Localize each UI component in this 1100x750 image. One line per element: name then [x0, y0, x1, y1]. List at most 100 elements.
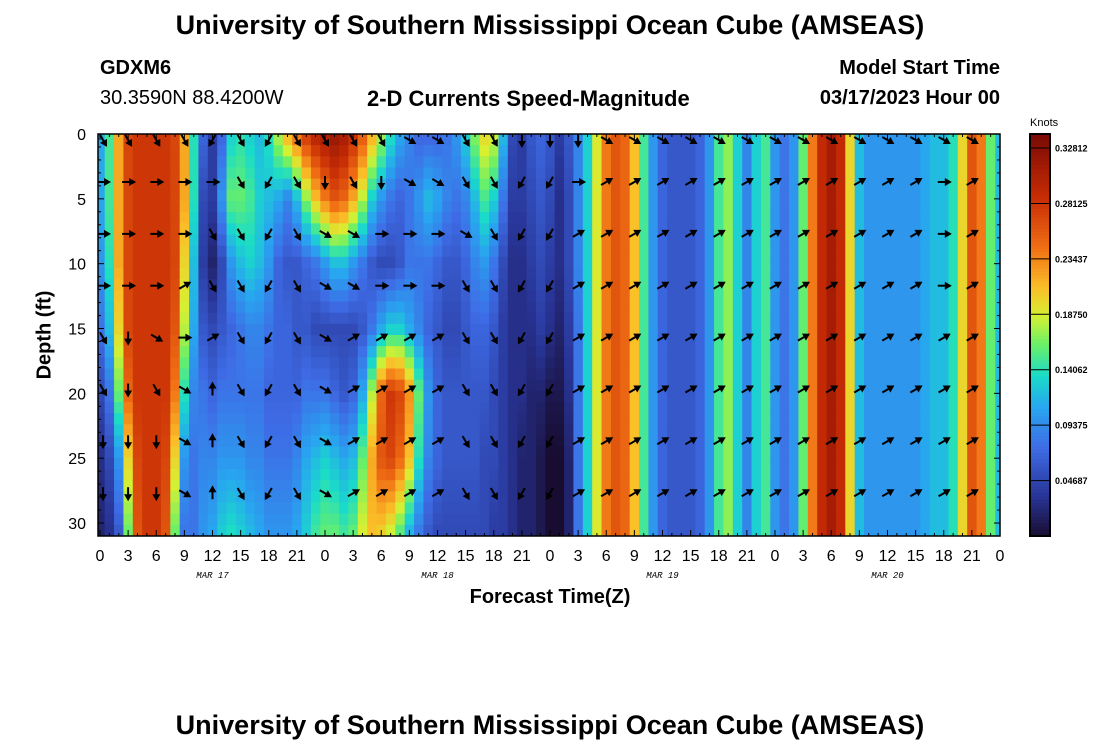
speed-cell [995, 301, 1000, 314]
speed-cell [995, 469, 1000, 481]
speed-cell [648, 201, 659, 213]
speed-cell [723, 201, 734, 213]
colorbar-band [1030, 271, 1050, 276]
speed-cell [723, 435, 734, 448]
speed-cell [554, 301, 565, 314]
speed-cell [995, 245, 1000, 258]
speed-cell [779, 212, 790, 224]
speed-cell [751, 346, 762, 358]
speed-cell [357, 134, 368, 146]
speed-cell [498, 201, 509, 213]
speed-cell [629, 335, 640, 347]
speed-cell [704, 268, 715, 280]
speed-cell [854, 223, 865, 236]
speed-cell [217, 435, 228, 448]
current-arrow [909, 229, 923, 238]
speed-cell [310, 457, 321, 470]
speed-cell [98, 357, 106, 370]
speed-cell [170, 413, 181, 425]
speed-cell [198, 189, 209, 202]
speed-cell [554, 390, 565, 403]
speed-cell [554, 402, 565, 414]
speed-cell [751, 469, 762, 481]
speed-cell [451, 469, 462, 481]
speed-cell [892, 268, 903, 280]
speed-cell [479, 156, 490, 169]
speed-cell [760, 201, 771, 213]
speed-cell [845, 256, 856, 269]
speed-cell [545, 201, 556, 213]
speed-cell [714, 457, 725, 470]
speed-cell [132, 402, 143, 414]
speed-cell [957, 189, 968, 202]
speed-cell [320, 201, 331, 213]
speed-cell [957, 268, 968, 280]
speed-cell [329, 346, 340, 358]
speed-cell [601, 424, 612, 437]
speed-cell [995, 156, 1000, 169]
speed-cell [545, 413, 556, 425]
speed-cell [217, 323, 228, 336]
speed-cell [948, 368, 959, 381]
speed-cell [751, 134, 762, 146]
speed-cell [385, 290, 396, 303]
speed-cell [245, 189, 256, 202]
speed-cell [170, 312, 181, 325]
speed-cell [460, 513, 471, 526]
speed-cell [676, 268, 687, 280]
speed-cell [376, 469, 387, 481]
speed-cell [414, 290, 425, 303]
speed-cell [339, 156, 350, 169]
speed-cell [442, 156, 453, 169]
speed-cell [170, 368, 181, 381]
current-arrow [99, 331, 107, 345]
speed-cell [479, 212, 490, 224]
speed-cell [582, 134, 593, 146]
speed-cell [629, 201, 640, 213]
speed-cell [892, 279, 903, 291]
speed-cell [151, 379, 162, 392]
speed-cell [882, 234, 893, 247]
speed-cell [207, 256, 218, 269]
speed-cell [301, 524, 312, 536]
speed-cell [873, 346, 884, 358]
speed-cell [554, 346, 565, 358]
speed-cell [620, 178, 631, 191]
speed-cell [348, 446, 359, 459]
speed-cell [160, 346, 171, 358]
speed-cell [414, 502, 425, 515]
speed-cell [207, 513, 218, 526]
speed-cell [985, 402, 996, 414]
y-tick-label: 25 [68, 451, 86, 468]
speed-cell [507, 513, 518, 526]
speed-cell [451, 167, 462, 180]
speed-cell [929, 379, 940, 392]
speed-cell [114, 145, 125, 157]
speed-cell [460, 268, 471, 280]
speed-cell [667, 234, 678, 247]
colorbar-band [1030, 224, 1050, 229]
speed-cell [845, 167, 856, 180]
speed-cell [985, 469, 996, 481]
current-arrow [713, 281, 726, 290]
speed-cell [845, 424, 856, 437]
speed-cell [526, 335, 537, 347]
speed-cell [142, 290, 153, 303]
speed-cell [189, 513, 200, 526]
speed-cell [376, 357, 387, 370]
speed-cell [920, 223, 931, 236]
current-arrow [206, 333, 220, 342]
speed-cell [760, 457, 771, 470]
speed-cell [714, 335, 725, 347]
speed-cell [957, 245, 968, 258]
speed-cell [779, 290, 790, 303]
speed-cell [882, 402, 893, 414]
speed-cell [564, 480, 575, 492]
speed-cell [198, 424, 209, 437]
speed-cell [657, 156, 668, 169]
speed-cell [667, 446, 678, 459]
speed-cell [985, 335, 996, 347]
speed-cell [939, 402, 950, 414]
speed-cell [170, 435, 181, 448]
speed-cell [835, 524, 846, 536]
